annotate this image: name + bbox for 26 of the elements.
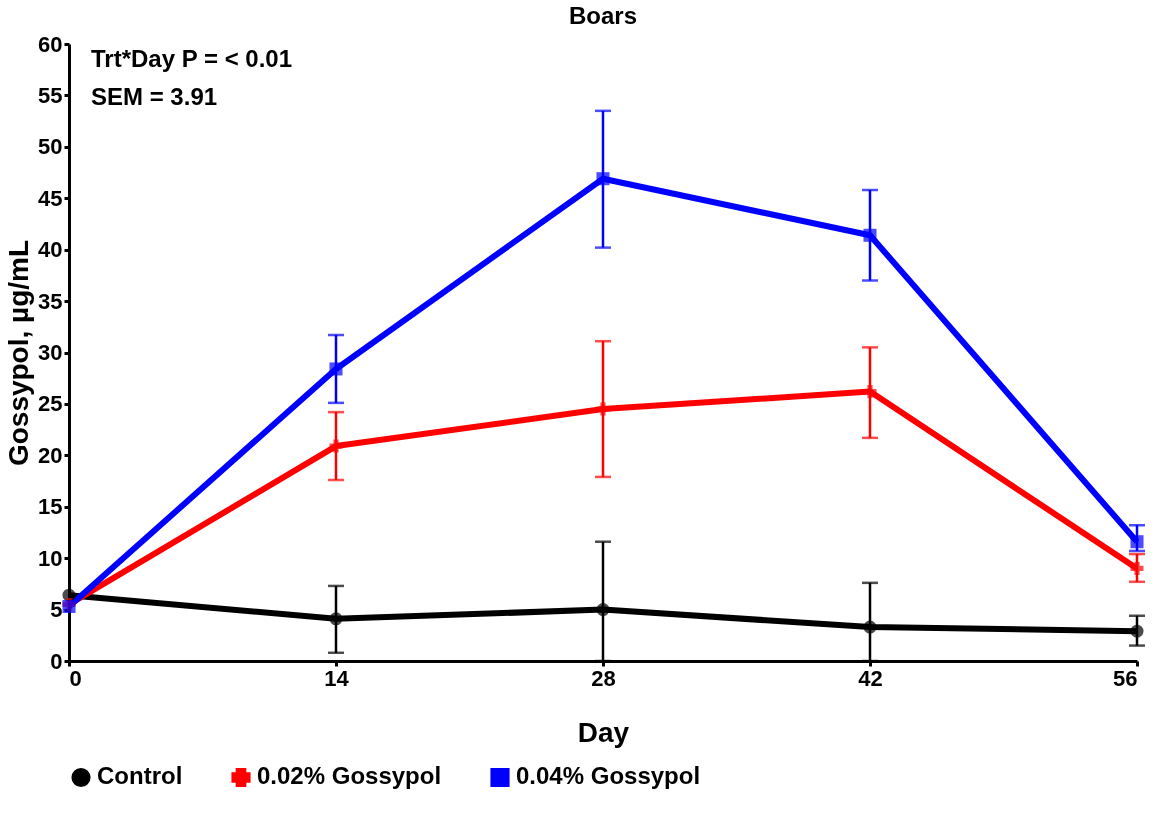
y-tick-label: 50: [38, 134, 63, 160]
x-tick-label: 42: [858, 665, 883, 691]
chart-title: Boars: [568, 2, 638, 29]
legend-label: 0.02% Gossypol: [257, 762, 442, 790]
legend-label: Control: [97, 762, 183, 790]
x-tick-label: 0: [69, 665, 82, 691]
annotation: Trt*Day P = < 0.01: [91, 45, 293, 72]
x-tick-label: 28: [591, 665, 616, 691]
y-tick-label: 55: [38, 82, 63, 108]
y-tick-label: 20: [38, 442, 63, 468]
y-tick-label: 5: [50, 597, 63, 623]
annotation: SEM = 3.91: [91, 83, 218, 110]
y-tick-label: 45: [38, 185, 63, 211]
y-tick-label: 30: [38, 340, 63, 365]
y-tick-label: 40: [38, 237, 63, 263]
y-tick-label: 35: [38, 288, 63, 314]
x-tick-label: 14: [324, 665, 350, 691]
y-tick-label: 25: [38, 391, 63, 417]
y-tick-label: 10: [38, 545, 63, 571]
y-axis-title: Gossypol, µg/mL: [3, 239, 35, 467]
y-tick-label: 60: [38, 31, 63, 57]
y-tick-label: 15: [38, 494, 63, 520]
legend-label: 0.04% Gossypol: [516, 762, 701, 790]
x-axis-title: Day: [577, 716, 630, 748]
x-tick-label: 56: [1113, 665, 1138, 691]
y-tick-label: 0: [50, 648, 63, 674]
